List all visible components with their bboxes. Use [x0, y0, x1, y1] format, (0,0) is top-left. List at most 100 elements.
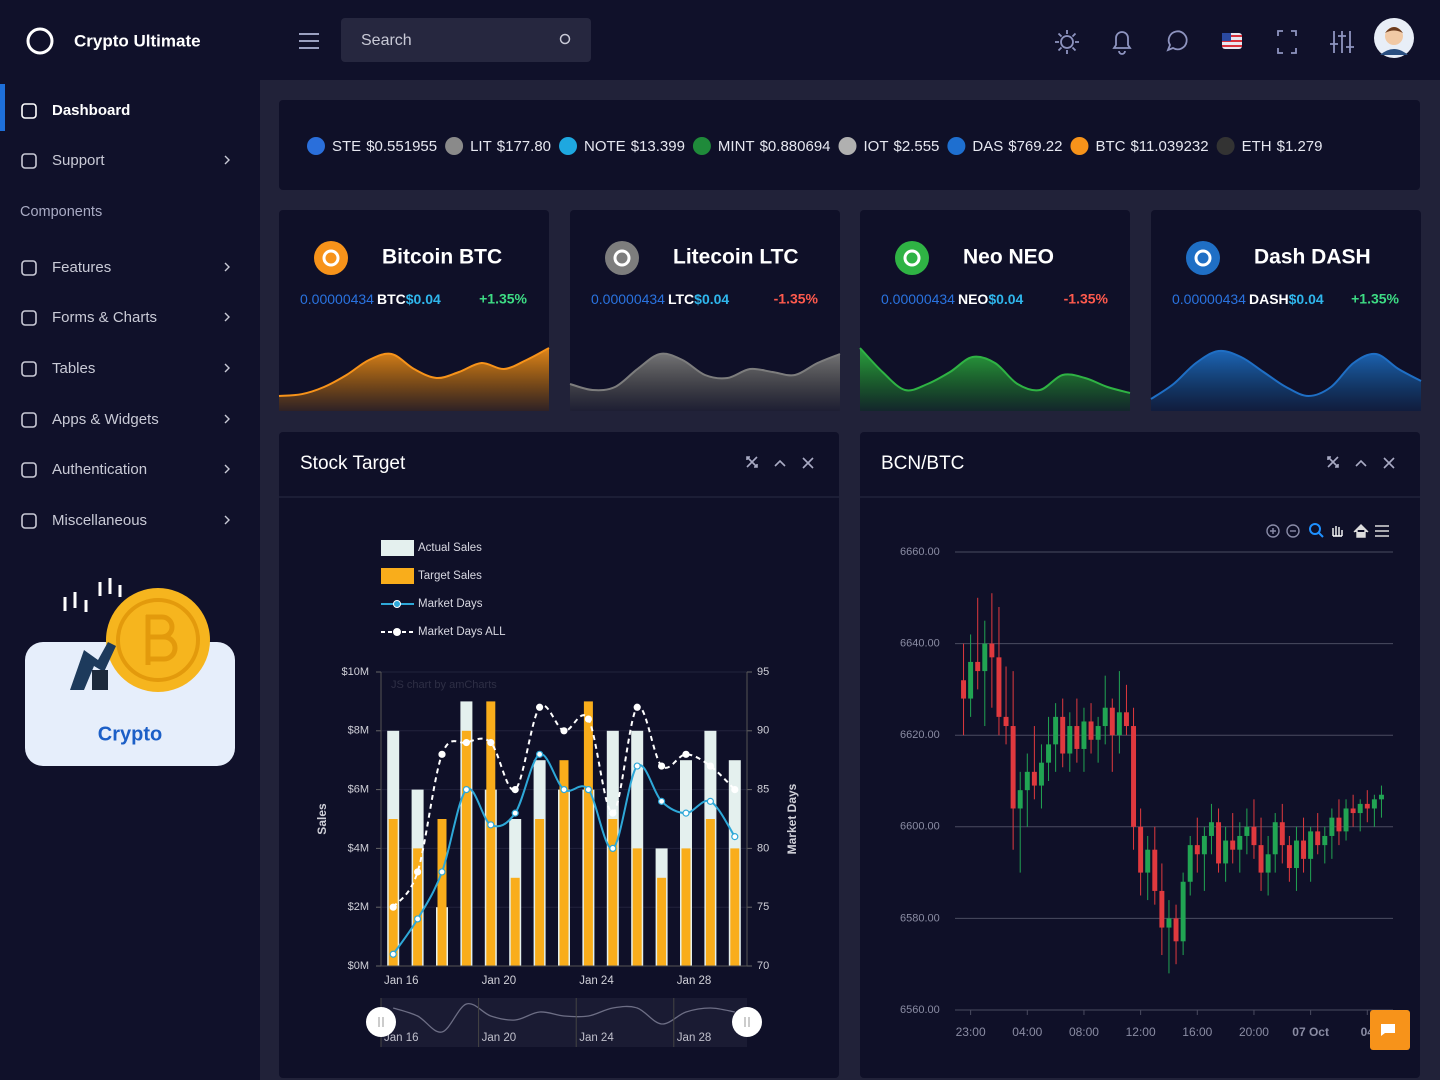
chat-button[interactable]	[1370, 1010, 1410, 1050]
ticker-price: $13.399	[631, 138, 685, 155]
notifications[interactable]	[1112, 31, 1132, 55]
chart-toolbar	[1266, 523, 1389, 538]
promo-card[interactable]: Crypto	[25, 578, 235, 766]
coin-card[interactable]: Bitcoin BTC 0.00000434 BTC$0.04 +1.35%	[278, 210, 550, 411]
legend-dot	[393, 628, 401, 636]
scrollbar-grip[interactable]	[366, 1007, 396, 1037]
point	[682, 809, 690, 817]
menu-toggle[interactable]	[299, 33, 319, 49]
candle-body	[1357, 803, 1363, 814]
candle-body	[1010, 726, 1016, 809]
fullscreen[interactable]	[1277, 30, 1297, 54]
candle-body	[975, 661, 981, 672]
coin-amount: 0.00000434	[881, 291, 955, 307]
expand[interactable]	[1327, 456, 1339, 468]
nav-item[interactable]: Miscellaneous	[21, 512, 230, 529]
candle-body	[1053, 716, 1059, 745]
collapse[interactable]	[1355, 459, 1367, 467]
candle-body	[961, 680, 967, 699]
avatar[interactable]	[1374, 18, 1414, 58]
scrollbar-grip[interactable]	[732, 1007, 762, 1037]
ticker-item[interactable]: MINT $0.880694	[692, 137, 831, 155]
y-tick-label: 6600.00	[900, 821, 940, 833]
card-bg	[860, 432, 1420, 1078]
legend-item[interactable]: Market Days ALL	[381, 626, 506, 638]
coin-name: Litecoin LTC	[673, 246, 799, 269]
ticker-item[interactable]: BTC $11.039232	[1070, 137, 1209, 155]
nav-icon	[21, 412, 37, 428]
x-tick-label: Jan 24	[579, 975, 614, 987]
nav-label: Miscellaneous	[52, 512, 147, 529]
collapse[interactable]	[774, 459, 786, 467]
nav-item[interactable]: Dashboard	[0, 84, 130, 131]
ticker-price: $11.039232	[1130, 138, 1208, 155]
nav-item[interactable]: Tables	[21, 360, 230, 377]
ticker-item[interactable]: IOT $2.555	[838, 137, 940, 155]
candle-body	[1024, 771, 1030, 791]
coin-icon-inner	[322, 249, 340, 267]
candle-body	[1131, 726, 1137, 827]
coin-card[interactable]: Neo NEO 0.00000434 NEO$0.04 -1.35%	[859, 210, 1131, 411]
nav-item[interactable]: Features	[21, 259, 230, 276]
ticker-item[interactable]: STE $0.551955	[307, 137, 437, 155]
ticker-item[interactable]: ETH $1.279	[1216, 137, 1323, 155]
candle-chart: 6560.00 6580.00 6600.00 6620.00 6640.00 6660.…	[900, 546, 1393, 1039]
candle-body	[1017, 790, 1023, 809]
candle-body	[1173, 918, 1179, 942]
coin-card[interactable]: Dash DASH 0.00000434 DASH$0.04 +1.35%	[1150, 210, 1422, 411]
bar	[583, 701, 593, 966]
coin-icon	[314, 241, 348, 275]
legend-item[interactable]: Target Sales	[381, 568, 482, 584]
candle-body	[1286, 845, 1292, 869]
zoom-in[interactable]	[1266, 524, 1280, 538]
ticker-symbol: ETH	[1242, 138, 1272, 155]
candle-body	[1031, 771, 1037, 786]
theme-toggle[interactable]	[1055, 30, 1079, 54]
ticker-icon	[947, 137, 966, 155]
scrollbar-bg	[381, 998, 747, 1047]
close[interactable]	[802, 457, 814, 469]
settings[interactable]	[1330, 31, 1354, 53]
y-tick-label: $4M	[348, 842, 369, 854]
legend-item[interactable]: Market Days	[381, 598, 483, 610]
point	[389, 903, 397, 911]
pan[interactable]	[1332, 526, 1343, 537]
candle-body	[1187, 845, 1193, 882]
nav-item[interactable]: Apps & Widgets	[21, 411, 230, 428]
y-axis-title: Sales	[315, 803, 329, 835]
menu[interactable]	[1375, 525, 1389, 537]
scrollbar[interactable]: Jan 16 Jan 20 Jan 24 Jan 28	[366, 998, 762, 1047]
bar	[705, 819, 715, 966]
y2-tick-label: 70	[757, 960, 769, 972]
nav-item[interactable]: Authentication	[21, 461, 230, 478]
ticker-item[interactable]: DAS $769.22	[947, 137, 1062, 155]
nav-item[interactable]: Support	[21, 152, 230, 169]
bar	[486, 701, 496, 966]
coin-card[interactable]: Litecoin LTC 0.00000434 LTC$0.04 -1.35%	[569, 210, 841, 411]
language-flag[interactable]	[1222, 33, 1242, 49]
ticker-item[interactable]: LIT $177.80	[445, 137, 551, 155]
scrollbar-preview	[392, 1002, 735, 1033]
nav-item[interactable]: Forms & Charts	[21, 309, 230, 326]
legend-item[interactable]: Actual Sales	[381, 540, 482, 556]
candle-body	[1102, 707, 1108, 727]
candle-body	[1003, 716, 1009, 727]
close[interactable]	[1383, 457, 1395, 469]
search-field[interactable]	[341, 18, 591, 62]
ticker-item[interactable]: NOTE $13.399	[559, 137, 685, 155]
zoom-out[interactable]	[1286, 524, 1300, 538]
ticker-symbol: BTC	[1095, 138, 1125, 155]
y-tick-label: $0M	[348, 960, 369, 972]
messages[interactable]	[1166, 30, 1188, 52]
reset[interactable]	[1353, 524, 1369, 538]
expand[interactable]	[746, 456, 758, 468]
logo[interactable]: Crypto Ultimate	[26, 27, 201, 55]
bar	[608, 819, 618, 966]
search-box[interactable]: Search	[341, 18, 591, 62]
candle-body	[1230, 840, 1236, 850]
zoom-select[interactable]	[1309, 523, 1324, 538]
ticker-symbol: MINT	[718, 138, 755, 155]
sparkline-fade	[860, 348, 1130, 411]
ticker-icon	[1070, 137, 1089, 155]
ticker-icon	[692, 137, 711, 155]
